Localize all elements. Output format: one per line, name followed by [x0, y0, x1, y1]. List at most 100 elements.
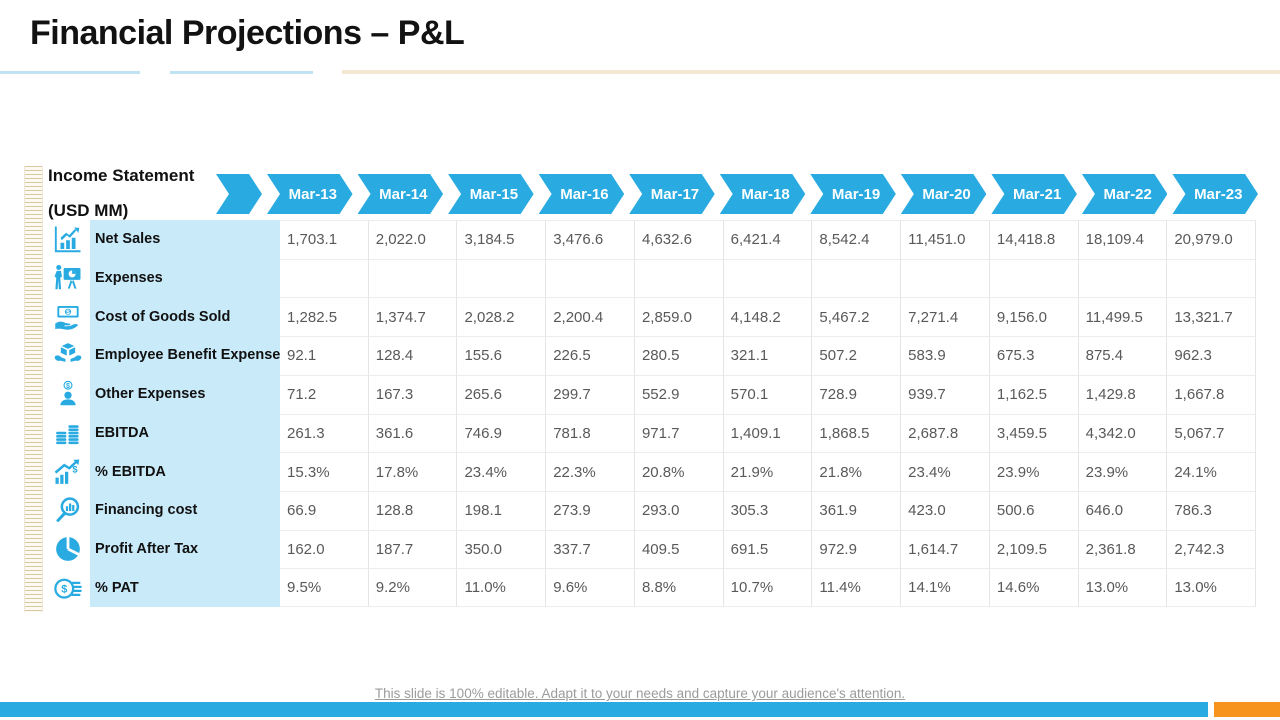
year-chevron: Mar-18: [720, 174, 806, 214]
table-cell: [634, 258, 724, 298]
row-label: Cost of Goods Sold: [90, 297, 280, 337]
dollar-coin-icon: $: [53, 573, 83, 603]
table-cell: 728.9: [812, 374, 902, 414]
row-icon-cell: [46, 414, 90, 453]
table-cell: 2,361.8: [1078, 529, 1168, 569]
table-cell: 321.1: [723, 336, 813, 375]
table-cell: 786.3: [1167, 490, 1257, 530]
table-cell: 7,271.4: [901, 297, 990, 337]
table-cell: 128.8: [368, 490, 458, 530]
table-cell: 24.1%: [1167, 452, 1257, 491]
table-row: EBITDA 261.3 361.6 746.9 781.8 971.7 1,409.1 1…: [46, 413, 1257, 453]
table-cell: 14.1%: [901, 568, 990, 608]
svg-text:$: $: [72, 464, 78, 474]
table-cell: 280.5: [634, 336, 724, 375]
table-row: $ % EBITDA 15.3% 17.8% 23.4% 22.3% 20.8% 21.9…: [46, 452, 1257, 491]
year-chevron: Mar-21: [991, 174, 1077, 214]
footer-note: This slide is 100% editable. Adapt it to…: [374, 686, 906, 701]
pie-chart-icon: [53, 534, 83, 564]
table-cell: 23.4%: [457, 452, 547, 491]
table-title-line2: (USD MM): [48, 201, 129, 220]
year-chevron: Mar-15: [448, 174, 534, 214]
decorative-ladder-strip: [24, 166, 43, 612]
table-cell: 5,467.2: [812, 297, 902, 337]
row-icon-cell: [46, 336, 90, 375]
table-cell: 875.4: [1078, 336, 1168, 375]
table-row: Employee Benefit Expense 92.1 128.4 155.6 2…: [46, 336, 1257, 375]
coin-stacks-icon: [53, 418, 83, 448]
table-cell: 293.0: [634, 490, 724, 530]
table-cell: 15.3%: [280, 452, 369, 491]
table-cell: [723, 258, 813, 298]
table-cell: 9.5%: [280, 568, 369, 608]
table-cell: 646.0: [1078, 490, 1168, 530]
table-cell: 305.3: [723, 490, 813, 530]
table-cell: 17.8%: [368, 452, 458, 491]
table-cell: 6,421.4: [723, 220, 813, 259]
row-label: Financing cost: [90, 490, 280, 530]
table-cell: 22.3%: [546, 452, 635, 491]
table-title-line1: Income Statement: [48, 166, 195, 185]
table-cell: 21.9%: [723, 452, 813, 491]
year-chevron: Mar-13: [267, 174, 353, 214]
row-label: Other Expenses: [90, 374, 280, 414]
table-cell: 1,614.7: [901, 529, 990, 569]
table-cell: 1,409.1: [723, 413, 813, 453]
row-label: % PAT: [90, 568, 280, 608]
magnifier-chart-icon: [53, 495, 83, 525]
row-label: Expenses: [90, 258, 280, 298]
table-cell: 21.8%: [812, 452, 902, 491]
table-cell: 962.3: [1167, 336, 1257, 375]
row-icon-cell: $: [46, 568, 90, 607]
table-cell: 11,499.5: [1078, 297, 1168, 337]
table-cell: 9.6%: [546, 568, 635, 608]
title-underline-blue-2: [170, 71, 313, 74]
table-cell: 971.7: [634, 413, 724, 453]
table-row: Profit After Tax 162.0 187.7 350.0 337.7 409…: [46, 529, 1257, 569]
year-chevron: Mar-19: [810, 174, 896, 214]
row-icon-cell: $: [46, 375, 90, 414]
year-header-band: Mar-13 Mar-14 Mar-15 Mar-16 Mar-17 Mar-18 Mar-…: [216, 174, 1258, 214]
year-chevron: Mar-14: [358, 174, 444, 214]
table-cell: 187.7: [368, 529, 458, 569]
row-label: EBITDA: [90, 413, 280, 453]
row-icon-cell: $: [46, 452, 90, 491]
page-title: Financial Projections – P&L: [30, 14, 465, 52]
table-cell: 13,321.7: [1167, 297, 1257, 337]
table-cell: 583.9: [901, 336, 990, 375]
table-cell: [901, 258, 990, 298]
table-cell: 10.7%: [723, 568, 813, 608]
table-cell: 299.7: [546, 374, 635, 414]
year-chevron: Mar-23: [1172, 174, 1258, 214]
table-cell: [457, 258, 547, 298]
table-cell: [546, 258, 635, 298]
table-cell: 18,109.4: [1078, 220, 1168, 259]
table-cell: 66.9: [280, 490, 369, 530]
table-cell: 155.6: [457, 336, 547, 375]
person-with-coin-icon: $: [53, 379, 83, 409]
table-cell: 9,156.0: [989, 297, 1079, 337]
title-underline-beige: [342, 70, 1280, 74]
table-cell: 1,667.8: [1167, 374, 1257, 414]
table-cell: 23.4%: [901, 452, 990, 491]
table-cell: 691.5: [723, 529, 813, 569]
rising-arrow-dollar-icon: $: [53, 457, 83, 487]
table-cell: 265.6: [457, 374, 547, 414]
hands-holding-box-icon: [53, 340, 83, 370]
table-cell: 13.0%: [1167, 568, 1257, 608]
table-cell: [989, 258, 1079, 298]
table-cell: 162.0: [280, 529, 369, 569]
table-cell: 2,028.2: [457, 297, 547, 337]
table-cell: [280, 258, 369, 298]
table-cell: 507.2: [812, 336, 902, 375]
table-cell: 1,703.1: [280, 220, 369, 259]
table-cell: 92.1: [280, 336, 369, 375]
table-row: $ % PAT 9.5% 9.2% 11.0% 9.6% 8.8% 10.7% 11.4% 1…: [46, 568, 1257, 608]
table-cell: [1078, 258, 1168, 298]
row-icon-cell: [46, 220, 90, 259]
row-label: Employee Benefit Expense: [90, 336, 280, 375]
table-cell: 3,476.6: [546, 220, 635, 259]
table-cell: 500.6: [989, 490, 1079, 530]
table-cell: [812, 258, 902, 298]
